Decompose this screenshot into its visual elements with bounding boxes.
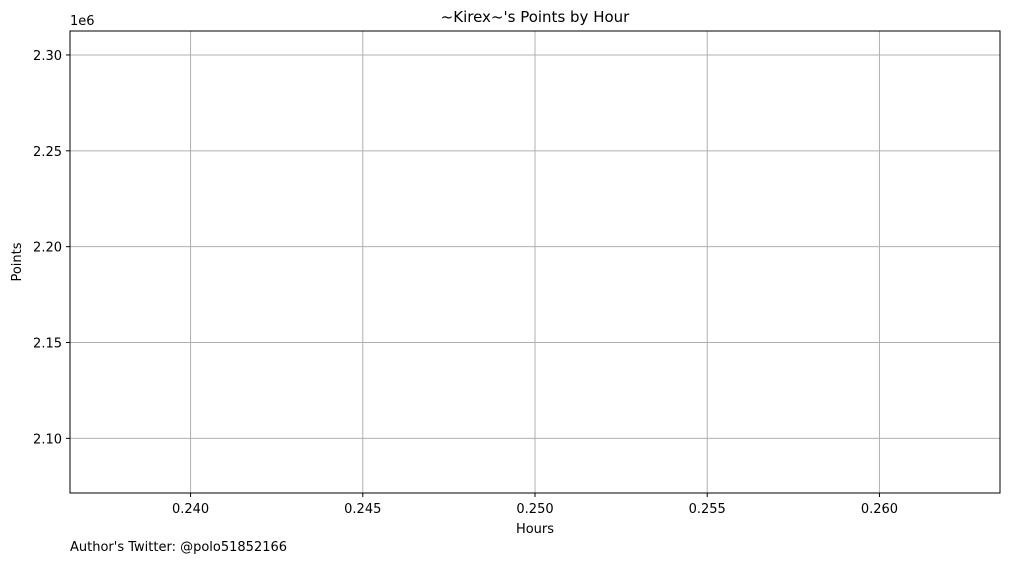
y-axis-label: Points (10, 242, 25, 281)
x-tick-label: 0.255 (689, 502, 726, 517)
x-tick-label: 0.260 (861, 502, 898, 517)
y-axis-ticks: 2.10 2.15 2.20 2.25 2.30 (33, 49, 70, 447)
y-tick-label: 2.15 (33, 337, 62, 352)
y-tick-label: 2.10 (33, 432, 62, 447)
x-tick-label: 0.245 (344, 502, 381, 517)
x-axis-ticks: 0.240 0.245 0.250 0.255 0.260 (172, 493, 898, 517)
x-tick-label: 0.250 (516, 502, 553, 517)
y-tick-label: 2.20 (33, 241, 62, 256)
y-offset-label: 1e6 (70, 14, 95, 29)
author-twitter-note: Author's Twitter: @polo51852166 (70, 540, 287, 555)
grid (70, 31, 1000, 493)
y-tick-label: 2.30 (33, 49, 62, 64)
y-tick-label: 2.25 (33, 145, 62, 160)
chart-title: ~Kirex~'s Points by Hour (441, 8, 630, 26)
x-tick-label: 0.240 (172, 502, 209, 517)
x-axis-label: Hours (516, 522, 554, 537)
